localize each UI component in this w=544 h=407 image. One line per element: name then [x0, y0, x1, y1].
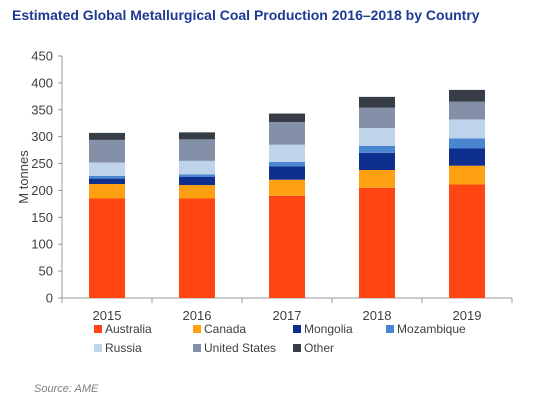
x-tick-label: 2016 — [183, 308, 212, 323]
bar-segment — [89, 132, 125, 140]
legend-swatch — [94, 344, 102, 352]
y-tick-label: 450 — [31, 49, 53, 64]
bar-segment — [269, 161, 305, 167]
bar-segment — [179, 160, 215, 175]
bar-segment — [179, 198, 215, 298]
bar-segment — [359, 152, 395, 171]
y-tick-label: 350 — [31, 102, 53, 117]
bar-segment — [89, 175, 125, 179]
bar-segment — [449, 148, 485, 166]
bar-segment — [269, 195, 305, 298]
bar-segment — [89, 198, 125, 298]
bar-segment — [359, 187, 395, 298]
legend-swatch — [193, 325, 201, 333]
legend-label: Russia — [105, 341, 142, 355]
bar-segment — [449, 101, 485, 120]
bar-segment — [89, 178, 125, 184]
bar-segment — [359, 128, 395, 146]
x-tick-label: 2019 — [453, 308, 482, 323]
legend-label: Canada — [204, 322, 246, 336]
y-tick-label: 100 — [31, 237, 53, 252]
legend-label: United States — [204, 341, 276, 355]
x-tick-label: 2017 — [273, 308, 302, 323]
bar-segment — [269, 122, 305, 145]
bar-segment — [269, 179, 305, 196]
legend-swatch — [94, 325, 102, 333]
bar-segment — [179, 139, 215, 161]
source-note: Source: AME — [34, 383, 99, 395]
bar-segment — [269, 113, 305, 123]
bar-segment — [179, 132, 215, 140]
y-tick-label: 200 — [31, 183, 53, 198]
bar-segment — [449, 138, 485, 149]
x-tick-label: 2018 — [363, 308, 392, 323]
y-tick-label: 0 — [46, 291, 53, 306]
bar-segment — [359, 96, 395, 108]
legend-label: Mozambique — [397, 322, 466, 336]
x-tick-label: 2015 — [93, 308, 122, 323]
bar-segment — [179, 174, 215, 177]
legend-label: Other — [304, 341, 334, 355]
y-tick-label: 150 — [31, 210, 53, 225]
chart-title: Estimated Global Metallurgical Coal Prod… — [12, 7, 480, 23]
bar-segment — [89, 139, 125, 163]
legend-swatch — [193, 344, 201, 352]
bar-segment — [179, 177, 215, 186]
y-tick-label: 400 — [31, 75, 53, 90]
y-tick-label: 50 — [39, 264, 53, 279]
bar-segment — [89, 162, 125, 176]
y-tick-label: 250 — [31, 156, 53, 171]
bar-segment — [449, 184, 485, 298]
bar-segment — [449, 165, 485, 185]
bar-segment — [359, 145, 395, 153]
legend-label: Australia — [105, 322, 152, 336]
legend-swatch — [293, 344, 301, 352]
legend-label: Mongolia — [304, 322, 353, 336]
bar-segment — [269, 144, 305, 162]
bar-segment — [449, 119, 485, 139]
bar-segment — [179, 185, 215, 199]
bar-segment — [89, 183, 125, 199]
bar-segment — [359, 170, 395, 188]
legend-swatch — [386, 325, 394, 333]
legend-swatch — [293, 325, 301, 333]
y-tick-label: 300 — [31, 129, 53, 144]
bar-segment — [359, 107, 395, 129]
bar-segment — [449, 89, 485, 102]
y-axis-label: M tonnes — [16, 150, 31, 204]
bar-segment — [269, 166, 305, 180]
